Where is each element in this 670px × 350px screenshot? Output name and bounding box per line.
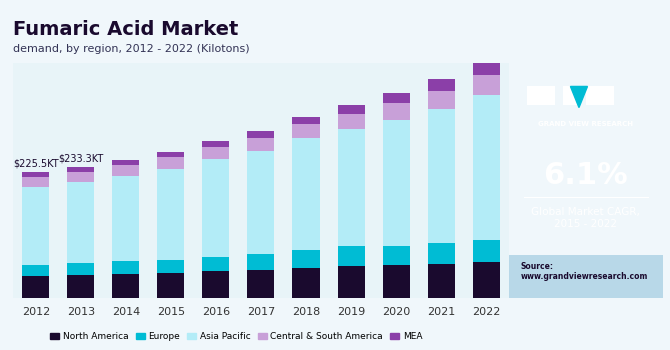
Bar bbox=[68, 167, 94, 172]
Bar bbox=[247, 150, 275, 254]
Bar bbox=[157, 260, 184, 273]
Bar bbox=[293, 124, 320, 138]
Bar bbox=[338, 266, 364, 297]
FancyBboxPatch shape bbox=[509, 255, 663, 298]
Bar bbox=[247, 131, 275, 138]
Bar bbox=[157, 152, 184, 158]
Text: Source:
www.grandviewresearch.com: Source: www.grandviewresearch.com bbox=[521, 262, 649, 281]
Bar bbox=[157, 273, 184, 298]
Text: $233.3KT: $233.3KT bbox=[58, 154, 104, 164]
Text: demand, by region, 2012 - 2022 (Kilotons): demand, by region, 2012 - 2022 (Kilotons… bbox=[13, 44, 250, 54]
Bar bbox=[157, 169, 184, 260]
Bar bbox=[22, 172, 50, 177]
Bar bbox=[68, 172, 94, 182]
Bar bbox=[427, 243, 454, 264]
Legend: North America, Europe, Asia Pacific, Central & South America, MEA: North America, Europe, Asia Pacific, Cen… bbox=[46, 328, 426, 345]
Bar bbox=[472, 95, 500, 240]
FancyBboxPatch shape bbox=[586, 86, 614, 105]
FancyBboxPatch shape bbox=[527, 86, 555, 105]
Bar bbox=[472, 262, 500, 298]
Bar bbox=[68, 264, 94, 275]
Bar bbox=[113, 176, 139, 261]
Bar bbox=[427, 109, 454, 243]
Text: Global Market CAGR,
2015 - 2022: Global Market CAGR, 2015 - 2022 bbox=[531, 207, 641, 229]
Bar bbox=[383, 93, 409, 103]
Bar bbox=[202, 141, 229, 147]
Bar bbox=[293, 138, 320, 250]
Bar bbox=[293, 268, 320, 298]
Bar bbox=[113, 261, 139, 274]
Bar bbox=[202, 147, 229, 159]
Text: Fumaric Acid Market: Fumaric Acid Market bbox=[13, 20, 239, 39]
Bar bbox=[293, 250, 320, 268]
Bar bbox=[247, 270, 275, 298]
Text: 6.1%: 6.1% bbox=[543, 161, 628, 190]
Bar bbox=[338, 114, 364, 129]
Bar bbox=[22, 177, 50, 187]
Bar bbox=[68, 182, 94, 264]
Bar bbox=[472, 240, 500, 262]
Bar bbox=[427, 91, 454, 109]
Bar bbox=[202, 271, 229, 298]
Text: $225.5KT: $225.5KT bbox=[13, 158, 59, 168]
Bar bbox=[202, 257, 229, 271]
Bar bbox=[338, 105, 364, 114]
Bar bbox=[427, 264, 454, 298]
Bar bbox=[383, 265, 409, 298]
Bar bbox=[22, 276, 50, 298]
Bar bbox=[338, 246, 364, 266]
Bar bbox=[113, 160, 139, 165]
Bar bbox=[383, 103, 409, 120]
Bar bbox=[383, 246, 409, 265]
Bar bbox=[247, 138, 275, 150]
Bar bbox=[427, 79, 454, 91]
Bar bbox=[157, 158, 184, 169]
Bar bbox=[113, 165, 139, 176]
Bar bbox=[383, 120, 409, 246]
Bar bbox=[68, 275, 94, 298]
Bar bbox=[22, 187, 50, 265]
Polygon shape bbox=[570, 86, 588, 107]
FancyBboxPatch shape bbox=[563, 86, 578, 105]
Bar bbox=[472, 61, 500, 75]
Bar bbox=[113, 274, 139, 298]
Bar bbox=[247, 254, 275, 270]
Bar bbox=[202, 159, 229, 257]
Bar bbox=[472, 75, 500, 95]
Bar bbox=[22, 265, 50, 276]
Text: GRAND VIEW RESEARCH: GRAND VIEW RESEARCH bbox=[539, 121, 633, 127]
Bar bbox=[338, 129, 364, 246]
Bar bbox=[293, 117, 320, 124]
